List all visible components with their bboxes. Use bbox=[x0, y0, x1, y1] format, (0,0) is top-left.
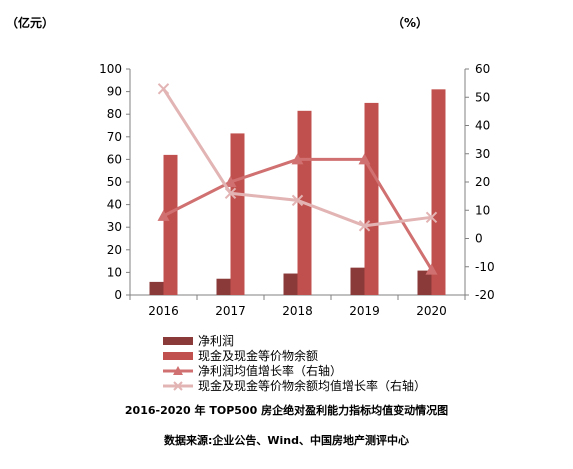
legend-label-cash-growth: 现金及现金等价物余额均值增长率（右轴） bbox=[198, 378, 426, 393]
bar-net-profit bbox=[417, 270, 432, 295]
right-axis-tick-label: -10 bbox=[475, 260, 495, 274]
point-cash-growth-stroke bbox=[425, 211, 438, 224]
x-axis-tick-label: 2018 bbox=[282, 304, 313, 318]
x-axis-tick-label: 2017 bbox=[215, 304, 246, 318]
x-axis-tick-label: 2019 bbox=[349, 304, 380, 318]
chart-lines bbox=[157, 83, 438, 275]
chart-axes: 0 10 20 30 40 50 60 70 80 90 100 -20 -10 0 10 20 30 40 50 6… bbox=[99, 62, 495, 318]
x-axis-tick-label: 2020 bbox=[416, 304, 447, 318]
data-source: 数据来源:企业公告、Wind、中国房地产测评中心 bbox=[163, 434, 409, 447]
point-cash-growth-stroke bbox=[224, 187, 237, 200]
point-cash-growth bbox=[425, 211, 438, 224]
left-axis-tick-label: 50 bbox=[107, 175, 122, 189]
bar-cash bbox=[163, 154, 178, 295]
left-axis-unit: （亿元） bbox=[6, 16, 55, 30]
x-axis-tick-label: 2016 bbox=[148, 304, 179, 318]
point-net-profit-growth bbox=[291, 153, 304, 165]
left-axis-tick-label: 10 bbox=[107, 265, 122, 279]
point-cash-growth bbox=[224, 187, 237, 200]
legend-label-net-profit: 净利润 bbox=[198, 334, 234, 348]
point-cash-growth-stroke bbox=[157, 83, 170, 95]
right-axis-tick-label: 40 bbox=[475, 119, 490, 133]
right-axis-tick-label: -20 bbox=[475, 288, 495, 302]
right-axis-tick-label: 60 bbox=[475, 62, 490, 76]
left-axis-tick-label: 70 bbox=[107, 130, 122, 144]
legend-label-cash: 现金及现金等价物余额 bbox=[198, 348, 318, 363]
legend-swatch-net-profit bbox=[163, 337, 193, 345]
legend-marker-cash-growth bbox=[173, 381, 183, 391]
point-net-profit-growth bbox=[425, 263, 438, 275]
bar-cash bbox=[230, 133, 245, 295]
bar-cash bbox=[364, 102, 379, 296]
left-axis-tick-label: 60 bbox=[107, 152, 122, 166]
bar-net-profit bbox=[149, 281, 164, 295]
bar-cash bbox=[431, 89, 446, 295]
right-axis-tick-label: 20 bbox=[475, 175, 490, 189]
left-axis-tick-label: 20 bbox=[107, 243, 122, 257]
left-axis-tick-label: 90 bbox=[107, 85, 122, 99]
point-net-profit-growth bbox=[157, 209, 170, 221]
legend-marker-net-profit-growth bbox=[173, 366, 183, 375]
chart-legend: 净利润现金及现金等价物余额净利润均值增长率（右轴）现金及现金等价物余额均值增长率… bbox=[163, 334, 426, 393]
point-cash-growth bbox=[358, 220, 371, 232]
right-axis-tick-label: 50 bbox=[475, 90, 490, 104]
point-net-profit-growth bbox=[358, 153, 371, 165]
left-axis-tick-label: 100 bbox=[99, 62, 122, 76]
bar-net-profit bbox=[283, 273, 298, 295]
bar-net-profit bbox=[350, 267, 365, 295]
left-axis-tick-label: 30 bbox=[107, 220, 122, 234]
point-net-profit-growth bbox=[224, 176, 237, 187]
point-cash-growth-stroke bbox=[291, 194, 304, 207]
left-axis-tick-label: 0 bbox=[114, 288, 122, 302]
right-axis-tick-label: 0 bbox=[475, 232, 483, 246]
right-axis-unit: （%） bbox=[392, 16, 429, 30]
right-axis-tick-label: 30 bbox=[475, 147, 490, 161]
right-axis-tick-label: 10 bbox=[475, 203, 490, 217]
legend-swatch-cash bbox=[163, 352, 193, 360]
point-cash-growth bbox=[157, 83, 170, 95]
bar-net-profit bbox=[216, 278, 231, 295]
legend-label-net-profit-growth: 净利润均值增长率（右轴） bbox=[198, 363, 342, 378]
left-axis-tick-label: 40 bbox=[107, 198, 122, 212]
point-cash-growth-stroke bbox=[358, 220, 371, 232]
left-axis-tick-label: 80 bbox=[107, 107, 122, 121]
chart-caption: 2016-2020 年 TOP500 房企绝对盈利能力指标均值变动情况图 bbox=[124, 404, 449, 417]
point-cash-growth bbox=[291, 194, 304, 207]
chart-bars bbox=[149, 89, 446, 296]
